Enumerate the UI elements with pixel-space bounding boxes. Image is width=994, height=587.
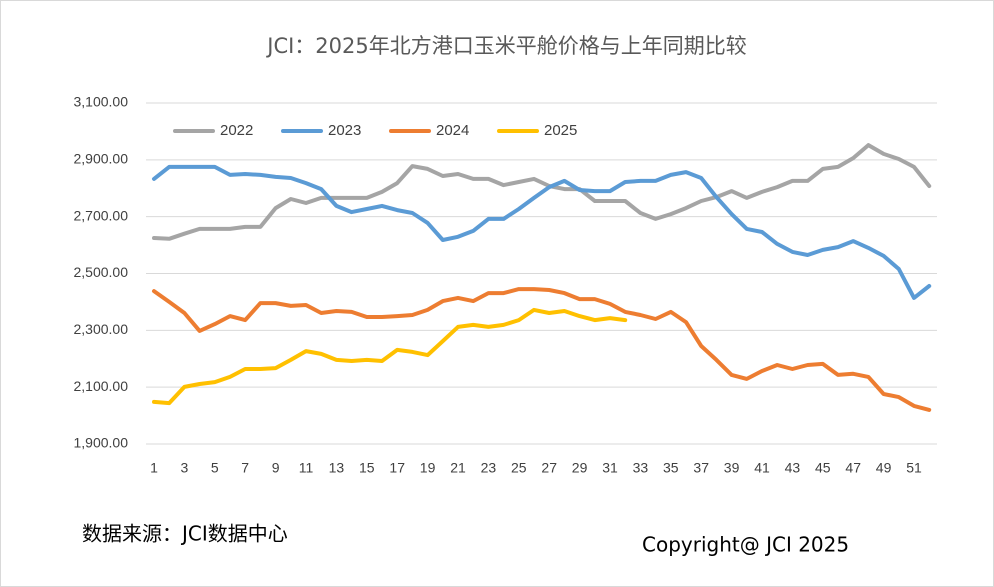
series-line bbox=[152, 164, 932, 300]
x-tick-label: 15 bbox=[359, 460, 375, 476]
x-tick-label: 13 bbox=[329, 460, 345, 476]
x-tick-label: 29 bbox=[572, 460, 588, 476]
series-line bbox=[152, 143, 932, 241]
x-tick-label: 3 bbox=[181, 460, 189, 476]
x-tick-label: 5 bbox=[211, 460, 219, 476]
copyright-note: Copyright@ JCI 2025 bbox=[642, 533, 849, 557]
y-tick-label: 2,300.00 bbox=[74, 321, 129, 337]
y-tick-label: 2,900.00 bbox=[74, 151, 129, 167]
x-tick-label: 25 bbox=[511, 460, 527, 476]
x-tick-label: 39 bbox=[724, 460, 740, 476]
x-tick-label: 49 bbox=[876, 460, 892, 476]
y-tick-label: 2,700.00 bbox=[74, 207, 129, 223]
series-line bbox=[152, 287, 932, 412]
x-tick-label: 35 bbox=[663, 460, 679, 476]
legend-label: 2024 bbox=[436, 122, 469, 139]
legend-label: 2023 bbox=[328, 122, 361, 139]
x-tick-label: 45 bbox=[815, 460, 831, 476]
x-tick-label: 17 bbox=[389, 460, 405, 476]
x-tick-label: 23 bbox=[481, 460, 497, 476]
x-tick-label: 31 bbox=[602, 460, 618, 476]
x-tick-label: 11 bbox=[299, 460, 314, 476]
legend-label: 2022 bbox=[220, 122, 253, 139]
x-tick-label: 1 bbox=[150, 460, 158, 476]
x-tick-label: 9 bbox=[272, 460, 280, 476]
y-tick-label: 3,100.00 bbox=[74, 94, 129, 110]
y-tick-label: 2,100.00 bbox=[74, 378, 129, 394]
x-tick-label: 7 bbox=[241, 460, 249, 476]
chart-title: JCI：2025年北方港口玉米平舱价格与上年同期比较 bbox=[265, 34, 747, 58]
series-line bbox=[152, 307, 628, 406]
x-tick-label: 51 bbox=[906, 460, 922, 476]
x-tick-label: 21 bbox=[450, 460, 466, 476]
x-tick-label: 41 bbox=[754, 460, 770, 476]
x-tick-label: 33 bbox=[633, 460, 649, 476]
x-tick-label: 37 bbox=[693, 460, 709, 476]
x-tick-label: 47 bbox=[845, 460, 861, 476]
legend-label: 2025 bbox=[544, 122, 577, 139]
x-tick-label: 43 bbox=[785, 460, 801, 476]
x-tick-label: 27 bbox=[541, 460, 557, 476]
source-note: 数据来源：JCI数据中心 bbox=[82, 522, 288, 546]
x-tick-label: 19 bbox=[420, 460, 436, 476]
y-tick-label: 2,500.00 bbox=[74, 264, 129, 280]
y-tick-label: 1,900.00 bbox=[74, 435, 129, 451]
